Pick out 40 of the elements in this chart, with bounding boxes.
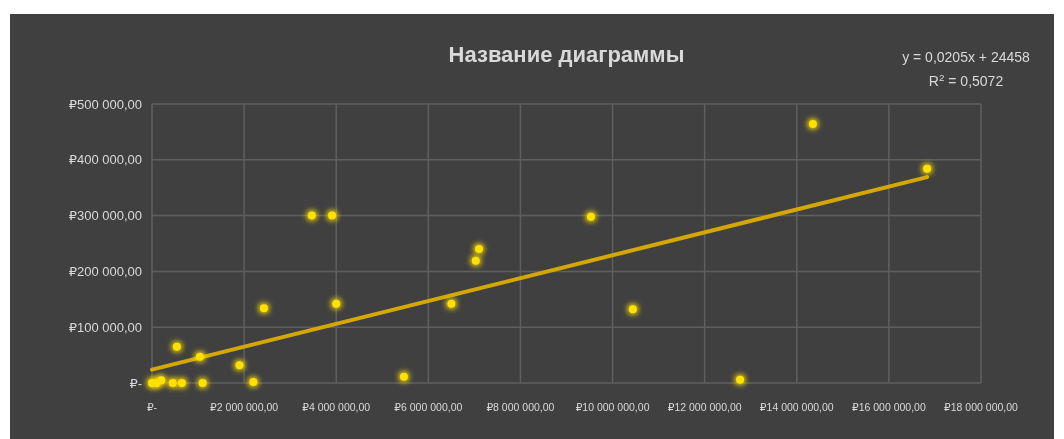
point — [332, 299, 341, 308]
point — [198, 379, 207, 387]
y-tick-label: ₽300 000,00 — [68, 208, 142, 224]
x-tick-label: ₽14 000 000,00 — [759, 401, 834, 413]
text: y = 0,0205x + 24458 — [902, 49, 1031, 65]
x-tick-label: ₽6 000 000,00 — [394, 401, 463, 413]
point — [307, 211, 316, 220]
point — [168, 379, 177, 387]
x-tick-label: ₽16 000 000,00 — [851, 401, 926, 413]
y-tick-label: ₽200 000,00 — [68, 263, 142, 279]
text: R$^{2}$ = 0,5072 — [928, 71, 1004, 89]
x-tick-label: ₽4 000 000,00 — [302, 401, 371, 413]
x-tick-label: ₽18 000 000,00 — [944, 401, 1019, 413]
point — [249, 377, 258, 386]
x-tick-label: ₽12 000 000,00 — [667, 401, 742, 413]
point — [328, 211, 337, 220]
point — [474, 245, 483, 254]
point — [235, 361, 244, 370]
x-tick-label: ₽- — [146, 401, 158, 413]
point — [808, 120, 817, 129]
y-tick-label: ₽500 000,00 — [68, 96, 142, 112]
point — [177, 379, 186, 387]
point — [736, 375, 745, 384]
point — [471, 256, 480, 265]
x-tick-label: ₽8 000 000,00 — [486, 401, 555, 413]
x-tick-label: ₽2 000 000,00 — [210, 401, 279, 413]
point — [195, 352, 204, 361]
y-tick-label: ₽- — [129, 375, 142, 391]
point — [923, 164, 932, 173]
y-tick-label: ₽100 000,00 — [68, 319, 142, 335]
x-tick-label: ₽10 000 000,00 — [575, 401, 650, 413]
point — [172, 342, 181, 351]
point — [628, 305, 637, 314]
chart-title: Название диаграммы — [448, 42, 685, 67]
point — [157, 376, 166, 385]
y-tick-label: ₽400 000,00 — [68, 152, 142, 168]
point — [259, 304, 268, 313]
point — [586, 212, 595, 221]
point — [447, 299, 456, 308]
point — [399, 372, 408, 381]
